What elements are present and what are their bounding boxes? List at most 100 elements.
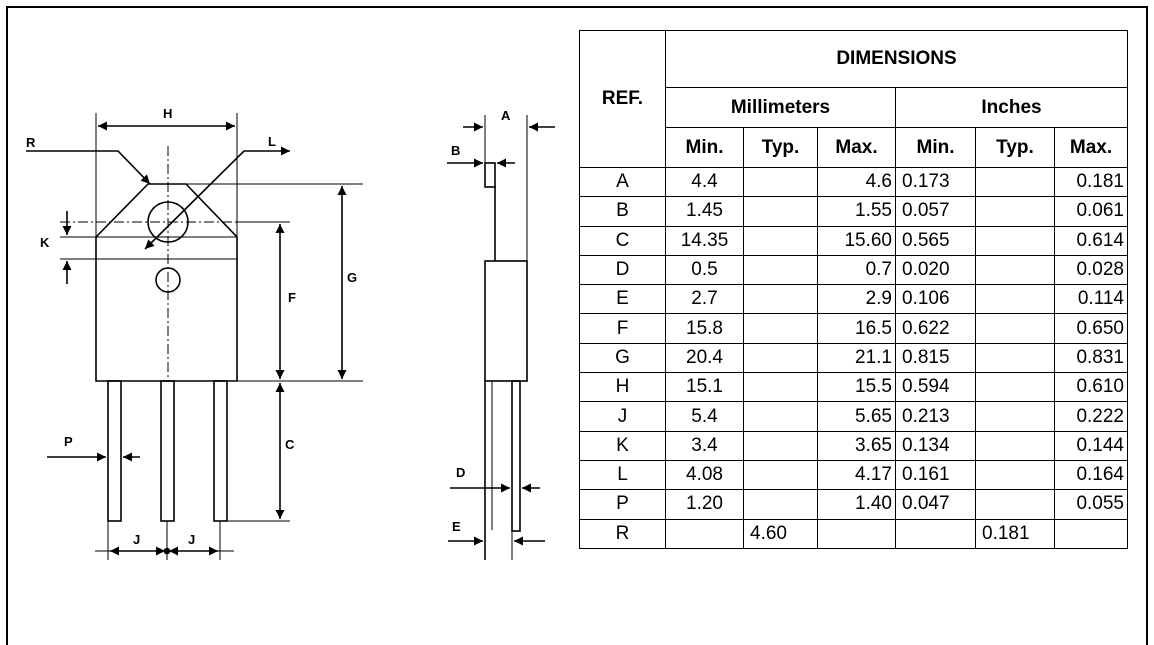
table-row: B 1.45 1.55 0.057 0.061 xyxy=(579,196,1128,227)
cell-mm-max: 15.5 xyxy=(817,372,896,403)
in-typ-header: Typ. xyxy=(975,127,1055,168)
cell-in-min: 0.047 xyxy=(895,489,976,520)
mm-typ-header: Typ. xyxy=(743,127,818,168)
table-row: R 4.60 0.181 xyxy=(579,518,1128,549)
label-J-right: J xyxy=(188,532,195,547)
table-row: C 14.35 15.60 0.565 0.614 xyxy=(579,225,1128,256)
cell-in-min: 0.173 xyxy=(895,166,976,198)
table-row: G 20.4 21.1 0.815 0.831 xyxy=(579,342,1128,374)
label-D: D xyxy=(456,465,465,480)
cell-in-typ: 0.181 xyxy=(975,518,1055,549)
label-P: P xyxy=(64,434,73,449)
cell-mm-typ xyxy=(743,225,818,256)
cell-in-max: 0.164 xyxy=(1054,459,1128,491)
cell-in-max xyxy=(1054,518,1128,549)
mm-min-header: Min. xyxy=(665,127,744,168)
dimensions-table-body: A 4.4 4.6 0.173 0.181 B 1.45 1.55 0.057 0.061 C 14.… xyxy=(579,166,1128,549)
cell-ref: P xyxy=(579,489,666,520)
cell-ref: F xyxy=(579,313,666,344)
cell-in-min: 0.565 xyxy=(895,225,976,256)
table-row: H 15.1 15.5 0.594 0.610 xyxy=(579,372,1128,403)
cell-in-max: 0.614 xyxy=(1054,225,1128,256)
table-row: D 0.5 0.7 0.020 0.028 xyxy=(579,254,1128,286)
cell-in-typ xyxy=(975,225,1055,256)
cell-in-typ xyxy=(975,342,1055,374)
table-row: P 1.20 1.40 0.047 0.055 xyxy=(579,489,1128,520)
cell-mm-typ xyxy=(743,489,818,520)
cell-in-max: 0.114 xyxy=(1054,284,1128,315)
package-body-side xyxy=(484,260,528,382)
cell-mm-typ xyxy=(743,401,818,432)
cell-in-min: 0.134 xyxy=(895,430,976,461)
dimensions-header: DIMENSIONS xyxy=(665,30,1128,88)
cell-in-max: 0.610 xyxy=(1054,372,1128,403)
cell-mm-max: 2.9 xyxy=(817,284,896,315)
cell-mm-max: 3.65 xyxy=(817,430,896,461)
cell-mm-min: 5.4 xyxy=(665,401,744,432)
cell-in-max: 0.831 xyxy=(1054,342,1128,374)
label-C: C xyxy=(285,437,295,452)
cell-mm-typ: 4.60 xyxy=(743,518,818,549)
cell-ref: K xyxy=(579,430,666,461)
table-row: A 4.4 4.6 0.173 0.181 xyxy=(579,166,1128,198)
label-A: A xyxy=(501,108,511,123)
cell-mm-min: 4.08 xyxy=(665,459,744,491)
cell-mm-typ xyxy=(743,342,818,374)
cell-mm-typ xyxy=(743,372,818,403)
cell-mm-max: 0.7 xyxy=(817,254,896,286)
label-E: E xyxy=(452,519,461,534)
label-R: R xyxy=(26,135,36,150)
cell-ref: B xyxy=(579,196,666,227)
cell-in-min: 0.106 xyxy=(895,284,976,315)
cell-in-typ xyxy=(975,254,1055,286)
cell-in-typ xyxy=(975,489,1055,520)
cell-in-min: 0.213 xyxy=(895,401,976,432)
cell-mm-min: 4.4 xyxy=(665,166,744,198)
cell-mm-max xyxy=(817,518,896,549)
mm-max-header: Max. xyxy=(817,127,896,168)
table-row: F 15.8 16.5 0.622 0.650 xyxy=(579,313,1128,344)
cell-in-typ xyxy=(975,459,1055,491)
cell-mm-typ xyxy=(743,254,818,286)
label-G: G xyxy=(347,270,357,285)
cell-in-typ xyxy=(975,196,1055,227)
cell-mm-typ xyxy=(743,313,818,344)
cell-ref: L xyxy=(579,459,666,491)
table-row: L 4.08 4.17 0.161 0.164 xyxy=(579,459,1128,491)
table-row: K 3.4 3.65 0.134 0.144 xyxy=(579,430,1128,461)
cell-mm-typ xyxy=(743,166,818,198)
cell-mm-min: 0.5 xyxy=(665,254,744,286)
label-F: F xyxy=(288,290,296,305)
cell-mm-min xyxy=(665,518,744,549)
cell-ref: R xyxy=(579,518,666,549)
lead-1 xyxy=(107,380,122,522)
page-frame xyxy=(6,6,1148,645)
cell-mm-typ xyxy=(743,430,818,461)
ref-header: REF. xyxy=(579,30,666,168)
cell-mm-max: 15.60 xyxy=(817,225,896,256)
table-row: J 5.4 5.65 0.213 0.222 xyxy=(579,401,1128,432)
label-K: K xyxy=(40,235,50,250)
cell-mm-min: 20.4 xyxy=(665,342,744,374)
cell-mm-typ xyxy=(743,459,818,491)
cell-in-max: 0.055 xyxy=(1054,489,1128,520)
cell-ref: D xyxy=(579,254,666,286)
cell-mm-typ xyxy=(743,196,818,227)
cell-in-min: 0.622 xyxy=(895,313,976,344)
lead-3 xyxy=(213,380,228,522)
cell-mm-max: 1.40 xyxy=(817,489,896,520)
cell-mm-min: 1.45 xyxy=(665,196,744,227)
millimeters-header: Millimeters xyxy=(665,87,896,128)
lead-side xyxy=(511,380,521,532)
cell-in-max: 0.222 xyxy=(1054,401,1128,432)
cell-ref: A xyxy=(579,166,666,198)
table-row: E 2.7 2.9 0.106 0.114 xyxy=(579,284,1128,315)
cell-ref: E xyxy=(579,284,666,315)
label-L: L xyxy=(268,134,276,149)
cell-mm-min: 3.4 xyxy=(665,430,744,461)
label-B: B xyxy=(451,143,460,158)
label-H: H xyxy=(163,106,172,121)
in-min-header: Min. xyxy=(895,127,976,168)
lead-2 xyxy=(160,380,175,522)
cell-ref: C xyxy=(579,225,666,256)
